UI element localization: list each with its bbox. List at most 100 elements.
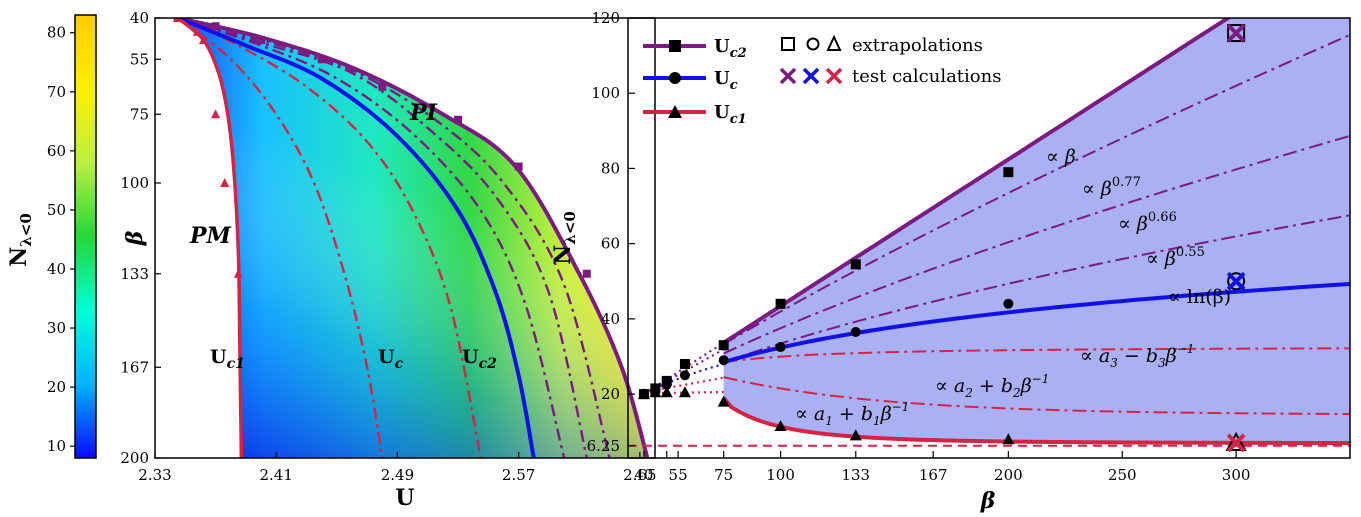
left-dashdot-curve (177, 18, 588, 458)
left-curve-uc2 (177, 18, 650, 458)
right-marker-uc (718, 355, 729, 366)
right-plot-frame (627, 17, 1351, 459)
legend-cross-blue (802, 67, 820, 85)
left-x-tick-label: 2.57 (502, 466, 535, 484)
right-dashdot-fits (723, 33, 1350, 416)
curve-label-uc2: Uc2 (462, 346, 497, 372)
curve-label-uc1: Uc1 (210, 346, 245, 372)
legend-entry-extrapolations: extrapolations (781, 34, 983, 56)
left-x-tick-label: 2.65 (623, 466, 656, 484)
left-plot-frame (154, 17, 656, 459)
right-power-fit (723, 214, 1350, 364)
colorbar-tick-label: 20 (47, 378, 66, 396)
right-shaded-region (723, 18, 1350, 444)
right-y-tick-label: 20 (601, 385, 620, 403)
colorbar-bar (74, 14, 97, 459)
right-marker-uc2 (775, 298, 786, 309)
left-x-tick-label: 2.49 (381, 466, 414, 484)
left-marker-uc1 (220, 178, 230, 187)
right-marker-uc1 (678, 386, 691, 398)
right-marker-uc2 (679, 358, 690, 369)
right-curve-uc2 (722, 18, 1232, 345)
right-y-axis-label: Nλ<0 (550, 211, 579, 265)
colorbar: 80 70 60 50 40 30 20 10 Nλ<0 (6, 14, 97, 459)
right-marker-uc1 (774, 420, 787, 432)
right-x-tick-label: 167 (919, 466, 948, 484)
legend-circle-marker (806, 37, 820, 51)
right-marker-uc (679, 370, 690, 381)
right-x-tick-label: 133 (841, 466, 870, 484)
left-marker-uc2 (582, 269, 591, 278)
right-power-fit (723, 134, 1350, 355)
annotation-beta-055: ∝ β0.55 (1146, 245, 1205, 270)
right-marker-uc (1003, 298, 1014, 309)
legend-entry-uc2: Uc2 (643, 36, 747, 61)
left-y-tick-label: 75 (130, 105, 149, 123)
svg-text:Uc2: Uc2 (714, 36, 747, 61)
colorbar-tick-label: 30 (47, 319, 66, 337)
colorbar-tick-label: 70 (47, 83, 66, 101)
right-y-tick-label: 40 (601, 310, 620, 328)
left-x-ticks: 2.33 2.41 2.49 2.57 2.65 (138, 452, 657, 484)
left-y-tick-label: 133 (120, 265, 149, 283)
left-y-tick-label: 40 (130, 9, 149, 27)
left-marker-uc1 (198, 35, 208, 44)
right-fit-curves (722, 18, 1350, 446)
region-pi-label: PI (409, 100, 438, 126)
legend-cross-purple (779, 67, 797, 85)
right-markers (637, 167, 1015, 445)
left-marker-uc1 (211, 109, 221, 119)
left-y-tick-label: 167 (120, 358, 149, 376)
left-x-tick-label: 2.41 (260, 466, 293, 484)
right-marker-uc (850, 327, 861, 338)
right-curve-uc (723, 281, 1350, 365)
legend-entry-test-calculations: test calculations (779, 66, 1001, 87)
legend-entry-uc1: Uc1 (643, 102, 747, 127)
right-marker-uc1 (849, 429, 862, 441)
right-marker-uc (661, 379, 672, 390)
annotation-ln-beta: ∝ ln(β) (1168, 286, 1231, 308)
left-y-tick-label: 100 (120, 174, 149, 192)
colorbar-tick-label: 50 (47, 201, 66, 219)
right-marker-uc1 (1002, 433, 1015, 445)
right-marker-uc2 (850, 259, 861, 270)
svg-text:Uc1: Uc1 (714, 102, 747, 127)
right-a3-fit (723, 347, 1350, 364)
colorbar-tick-label: 60 (47, 142, 66, 160)
annotation-beta-066: ∝ β0.66 (1118, 210, 1177, 235)
legend-triangle-marker (826, 34, 842, 51)
right-x-axis-label: β (980, 488, 996, 514)
right-marker-uc2 (718, 340, 729, 351)
right-dotted-segment (643, 341, 725, 395)
extrapolation-square (1227, 24, 1246, 43)
right-x-tick-label: 100 (766, 466, 795, 484)
colorbar-tick-label: 80 (47, 24, 66, 42)
annotation-a2: ∝ a2 + b2β−1 (935, 372, 1049, 400)
right-y-tick-label: 80 (601, 159, 620, 177)
right-y-tick-label: 6.25 (587, 437, 620, 455)
right-plot: 40 55 75 100 133 167 200 250 300 6.25 20 40 60 80 100… (550, 9, 1351, 514)
right-extrapolations (1225, 23, 1247, 453)
right-y-tick-label: 60 (601, 235, 620, 253)
annotation-beta: ∝ β (1046, 146, 1076, 168)
test-calculation-cross (1226, 433, 1246, 453)
right-marker-uc (775, 342, 786, 353)
region-pm-label: PM (189, 223, 232, 249)
svg-text:Uc: Uc (714, 68, 738, 93)
right-power-fit (723, 33, 1350, 346)
left-dashdot-curve (177, 18, 482, 458)
left-y-tick-label: 200 (120, 449, 149, 467)
annotation-beta-077: ∝ β0.77 (1082, 175, 1141, 200)
right-marker-uc1 (637, 388, 650, 400)
left-marker-uc2 (211, 22, 220, 31)
colorbar-tick-label: 10 (47, 437, 66, 455)
left-marker-uc1 (173, 18, 183, 22)
left-marker-uc1 (233, 268, 243, 278)
left-marker-uc2 (378, 82, 387, 91)
legend: Uc2 Uc Uc1 extrapolations (643, 34, 1001, 127)
svg-text:test calculations: test calculations (852, 66, 1001, 87)
curve-label-uc: Uc (378, 346, 404, 372)
right-x-tick-label: 75 (714, 466, 733, 484)
left-x-tick-label: 2.33 (138, 466, 171, 484)
left-marker-uc2 (257, 36, 266, 44)
